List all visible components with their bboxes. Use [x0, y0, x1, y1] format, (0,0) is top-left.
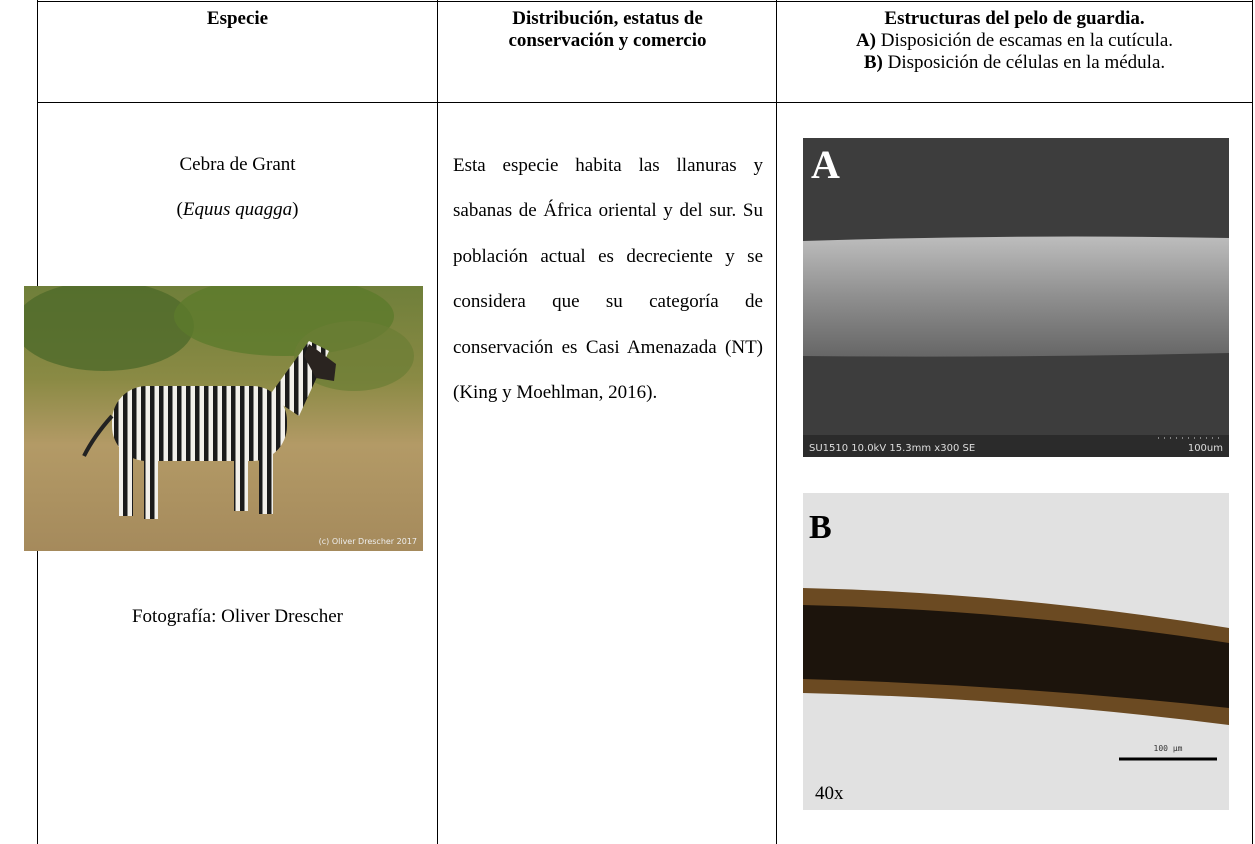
sem-scale: 100um — [1188, 443, 1223, 454]
image-letter: A — [811, 142, 840, 187]
table-border — [437, 0, 438, 844]
header-cell: Distribución, estatus de conservación y … — [508, 8, 707, 51]
photo-credit: Fotografía: Oliver Drescher — [131, 606, 344, 627]
magnification: 40x — [815, 783, 844, 804]
item-text: Disposición de escamas en la cutícula. — [880, 30, 1174, 51]
micro-scale: 100 µm — [1154, 744, 1183, 753]
sem-info: SU1510 10.0kV 15.3mm x300 SE — [809, 443, 975, 454]
sem-image: A SU1510 10.0kV 15.3mm x300 SE 100um — [803, 138, 1229, 457]
scientific-name-italic: Equus quagga — [182, 199, 293, 220]
photo-watermark: (c) Oliver Drescher 2017 — [319, 537, 417, 546]
common-name: Cebra de Grant — [179, 154, 296, 175]
header-title: Estructuras del pelo de guardia. — [884, 8, 1145, 29]
table-border — [37, 1, 1253, 2]
zebra-photo: (c) Oliver Drescher 2017 — [24, 286, 423, 551]
image-letter: B — [809, 509, 832, 546]
microscope-image: B 100 µm 40x — [803, 493, 1229, 810]
item-key: B) — [863, 52, 883, 73]
table-border — [37, 102, 1253, 103]
table-border — [776, 0, 777, 844]
description: Esta especie habita las llanuras y saban… — [453, 155, 763, 404]
header-cell: Estructuras del pelo de guardia. A) Disp… — [777, 8, 1252, 74]
header-cell: Especie — [206, 8, 269, 29]
header-item: A) Disposición de escamas en la cutícula… — [777, 30, 1252, 52]
table-border — [1252, 0, 1253, 844]
item-key: A) — [855, 30, 876, 51]
header-item: B) Disposición de células en la médula. — [777, 52, 1252, 74]
item-text: Disposición de células en la médula. — [887, 52, 1166, 73]
scientific-name: (Equus quagga) — [176, 199, 299, 220]
